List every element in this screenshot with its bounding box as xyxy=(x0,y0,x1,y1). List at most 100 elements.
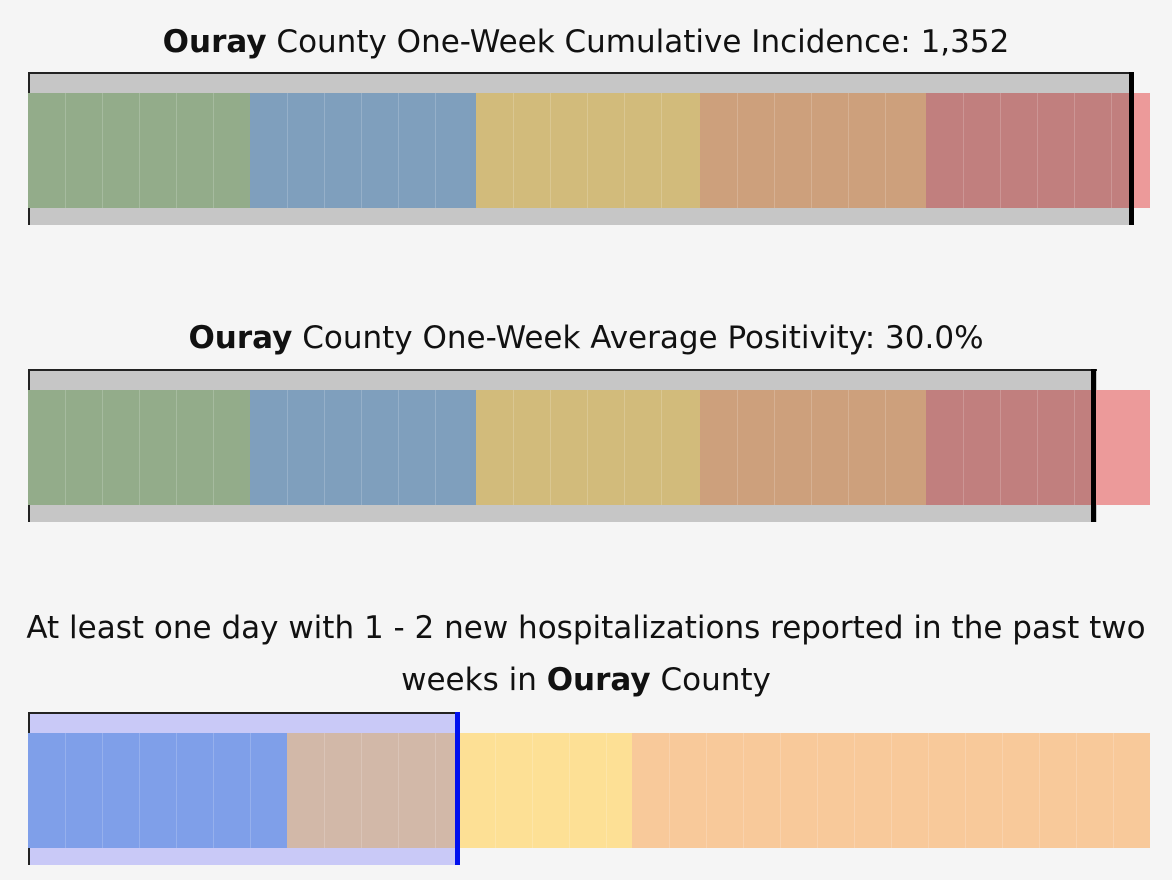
segment-divider xyxy=(102,93,103,208)
segment-divider xyxy=(774,390,775,505)
segment-divider xyxy=(1074,390,1075,505)
gauge-segment xyxy=(28,93,250,208)
segment-divider xyxy=(661,390,662,505)
segment-divider xyxy=(550,390,551,505)
gauge-marker xyxy=(1091,369,1096,522)
title-text: At least one day with 1 - 2 new hospital… xyxy=(26,610,1146,698)
segment-divider xyxy=(1002,733,1003,848)
gauge-segment xyxy=(250,93,476,208)
segment-divider xyxy=(102,390,103,505)
gauge-segment xyxy=(28,733,287,848)
segment-divider xyxy=(1113,733,1114,848)
segment-divider xyxy=(435,390,436,505)
segment-divider xyxy=(324,733,325,848)
segment-divider xyxy=(774,93,775,208)
segment-divider xyxy=(361,390,362,505)
segment-divider xyxy=(737,93,738,208)
segment-divider xyxy=(606,733,607,848)
segment-divider xyxy=(65,733,66,848)
gauge-segment xyxy=(476,390,700,505)
title-text: County One-Week Average Positivity: 30.0… xyxy=(302,320,984,356)
gauge-segment xyxy=(700,93,926,208)
segment-divider xyxy=(737,390,738,505)
title-text: County xyxy=(660,662,771,698)
segment-divider xyxy=(532,733,533,848)
segment-divider xyxy=(1076,733,1077,848)
segment-divider xyxy=(361,93,362,208)
gauge-marker xyxy=(455,712,460,865)
segment-divider xyxy=(743,733,744,848)
segment-divider xyxy=(324,390,325,505)
segment-divider xyxy=(398,93,399,208)
gauge-overflow xyxy=(1134,93,1150,208)
gauge-segment xyxy=(700,390,926,505)
segment-divider xyxy=(213,93,214,208)
segment-divider xyxy=(1074,93,1075,208)
gauge-segment xyxy=(458,733,632,848)
segment-divider xyxy=(848,390,849,505)
gauge-marker xyxy=(1129,72,1134,225)
segment-divider xyxy=(287,390,288,505)
segment-divider xyxy=(706,733,707,848)
segment-divider xyxy=(324,93,325,208)
gauge-segment xyxy=(926,93,1150,208)
gauge-segment xyxy=(476,93,700,208)
segment-divider xyxy=(176,390,177,505)
segment-divider xyxy=(513,390,514,505)
segment-divider xyxy=(1037,390,1038,505)
segment-divider xyxy=(885,390,886,505)
segment-divider xyxy=(398,390,399,505)
panel-title: At least one day with 1 - 2 new hospital… xyxy=(0,602,1172,706)
gauge-segment xyxy=(632,733,1150,848)
segment-divider xyxy=(176,733,177,848)
segment-divider xyxy=(587,390,588,505)
segment-divider xyxy=(780,733,781,848)
gauge-overflow xyxy=(1096,390,1150,505)
segment-divider xyxy=(1037,93,1038,208)
segment-divider xyxy=(1000,93,1001,208)
segment-divider xyxy=(624,93,625,208)
segment-divider xyxy=(495,733,496,848)
segment-divider xyxy=(811,390,812,505)
segment-divider xyxy=(817,733,818,848)
county-name: Ouray xyxy=(162,24,267,60)
segment-divider xyxy=(361,733,362,848)
segment-divider xyxy=(435,733,436,848)
segment-divider xyxy=(885,93,886,208)
title-text: County One-Week Cumulative Incidence: 1,… xyxy=(276,24,1010,60)
segment-divider xyxy=(891,733,892,848)
gauge-segment xyxy=(250,390,476,505)
segment-divider xyxy=(435,93,436,208)
segment-divider xyxy=(139,93,140,208)
county-name: Ouray xyxy=(546,662,651,698)
segment-divider xyxy=(963,390,964,505)
segment-divider xyxy=(139,390,140,505)
segment-divider xyxy=(213,733,214,848)
segment-divider xyxy=(569,733,570,848)
panel-title: Ouray County One-Week Average Positivity… xyxy=(0,312,1172,364)
segment-divider xyxy=(854,733,855,848)
segment-divider xyxy=(398,733,399,848)
segment-divider xyxy=(250,733,251,848)
segment-divider xyxy=(963,93,964,208)
segment-divider xyxy=(928,733,929,848)
panel-title: Ouray County One-Week Cumulative Inciden… xyxy=(0,16,1172,68)
segment-divider xyxy=(550,93,551,208)
county-name: Ouray xyxy=(188,320,293,356)
segment-divider xyxy=(287,93,288,208)
segment-divider xyxy=(669,733,670,848)
segment-divider xyxy=(1000,390,1001,505)
segment-divider xyxy=(176,93,177,208)
segment-divider xyxy=(661,93,662,208)
gauge-segment xyxy=(28,390,250,505)
segment-divider xyxy=(513,93,514,208)
segment-divider xyxy=(587,93,588,208)
segment-divider xyxy=(139,733,140,848)
segment-divider xyxy=(1039,733,1040,848)
segment-divider xyxy=(965,733,966,848)
segment-divider xyxy=(1111,93,1112,208)
segment-divider xyxy=(102,733,103,848)
segment-divider xyxy=(65,93,66,208)
segment-divider xyxy=(213,390,214,505)
